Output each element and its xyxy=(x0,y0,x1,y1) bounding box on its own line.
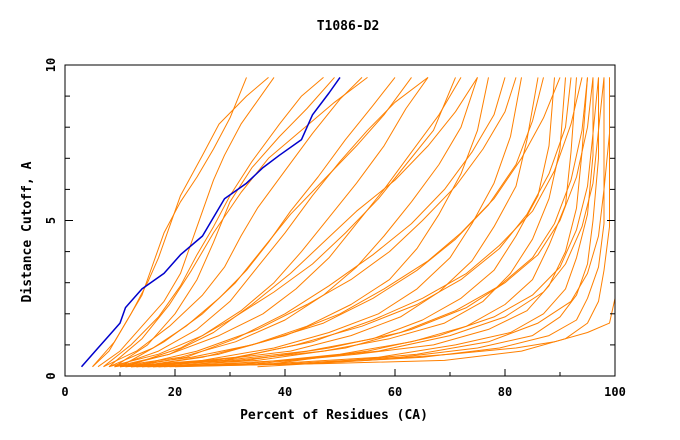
series-line-22 xyxy=(114,77,335,368)
series-line-highlight xyxy=(80,76,341,368)
x-tick-label: 40 xyxy=(278,385,292,399)
x-tick-label: 100 xyxy=(604,385,626,399)
x-axis-label: Percent of Residues (CA) xyxy=(240,408,428,423)
series-line-38 xyxy=(169,77,599,368)
series-line-32 xyxy=(114,77,429,368)
series-line-13 xyxy=(125,77,555,368)
series-layer xyxy=(80,76,616,368)
series-line-9 xyxy=(114,77,478,368)
series-line-29 xyxy=(152,77,594,368)
y-tick-label: 0 xyxy=(44,372,58,379)
y-tick-label: 10 xyxy=(44,58,58,72)
series-line-7 xyxy=(108,77,429,368)
series-line-4 xyxy=(103,77,324,368)
series-line-3 xyxy=(97,77,275,368)
series-line-20 xyxy=(158,77,610,368)
series-line-25 xyxy=(125,77,456,368)
y-axis-label: Distance Cutoff, A xyxy=(20,161,35,302)
x-axis-ticks: 0 20 40 60 80 100 xyxy=(61,369,626,399)
y-tick-label: 5 xyxy=(44,217,58,224)
series-line-26 xyxy=(130,77,517,368)
series-line-37 xyxy=(158,77,588,368)
series-line-24 xyxy=(119,77,412,368)
series-line-17 xyxy=(141,77,594,368)
series-line-11 xyxy=(119,77,522,368)
x-tick-label: 20 xyxy=(168,385,182,399)
series-line-31 xyxy=(174,77,610,368)
series-line-35 xyxy=(136,77,544,368)
chart-title: T1086-D2 xyxy=(317,19,380,34)
x-tick-label: 80 xyxy=(498,385,512,399)
series-line-8 xyxy=(114,77,462,368)
x-tick-label: 60 xyxy=(388,385,402,399)
x-tick-label: 0 xyxy=(61,385,68,399)
series-line-23 xyxy=(108,77,368,368)
series-line-15 xyxy=(130,77,577,368)
y-axis-ticks: 0 5 10 xyxy=(44,58,615,380)
series-line-36 xyxy=(147,77,572,368)
series-line-33 xyxy=(119,77,478,368)
series-line-5 xyxy=(103,77,363,368)
series-line-34 xyxy=(130,77,506,368)
series-line-2 xyxy=(92,77,269,368)
series-line-14 xyxy=(130,77,566,368)
